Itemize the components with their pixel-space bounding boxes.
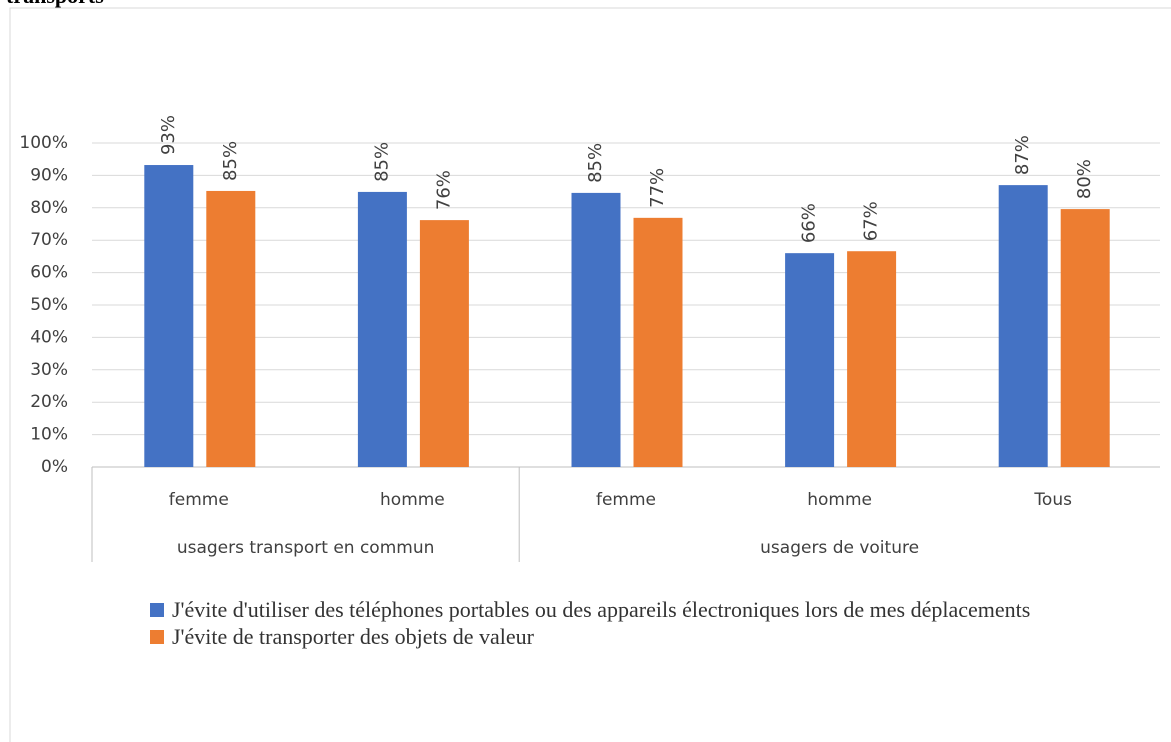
x-tick-label: homme <box>807 490 872 510</box>
legend-label: J'évite d'utiliser des téléphones portab… <box>172 597 1031 622</box>
bar <box>144 165 194 468</box>
legend: J'évite d'utiliser des téléphones portab… <box>150 596 1050 650</box>
y-tick-label: 10% <box>30 425 68 445</box>
chart-border <box>9 7 1171 742</box>
bar <box>633 217 683 467</box>
y-tick-label: 90% <box>30 165 68 185</box>
legend-swatch <box>150 630 164 644</box>
data-label: 87% <box>1012 135 1033 175</box>
y-tick-label: 30% <box>30 360 68 380</box>
y-tick-label: 80% <box>30 198 68 218</box>
data-label: 67% <box>861 201 882 241</box>
legend-swatch <box>150 603 164 617</box>
bar <box>998 185 1048 467</box>
bar <box>419 220 469 467</box>
bar <box>785 253 835 467</box>
bar <box>1060 209 1110 467</box>
data-label: 85% <box>220 141 241 181</box>
y-tick-label: 100% <box>19 133 68 153</box>
x-tick-label: femme <box>169 490 229 510</box>
x-tick-label: Tous <box>1033 490 1072 510</box>
legend-item: J'évite d'utiliser des téléphones portab… <box>150 596 1050 623</box>
bar <box>847 251 897 467</box>
data-label: 85% <box>371 142 392 182</box>
y-tick-label: 0% <box>41 457 68 477</box>
chart-title: transports <box>6 0 104 8</box>
bar <box>206 190 256 467</box>
x-tick-label: homme <box>380 490 445 510</box>
legend-item: J'évite de transporter des objets de val… <box>150 623 1050 650</box>
bar <box>571 192 621 467</box>
data-label: 85% <box>585 143 606 183</box>
group-label: usagers de voiture <box>760 538 919 558</box>
y-tick-label: 20% <box>30 392 68 412</box>
legend-label: J'évite de transporter des objets de val… <box>172 624 534 649</box>
data-label: 80% <box>1074 159 1095 199</box>
x-tick-label: femme <box>596 490 656 510</box>
data-label: 66% <box>799 203 820 243</box>
y-tick-label: 60% <box>30 263 68 283</box>
data-label: 77% <box>647 168 668 208</box>
data-label: 76% <box>433 170 454 210</box>
y-tick-label: 40% <box>30 327 68 347</box>
y-tick-label: 70% <box>30 230 68 250</box>
group-label: usagers transport en commun <box>177 538 435 558</box>
bar <box>357 191 407 467</box>
data-label: 93% <box>158 115 179 155</box>
y-tick-label: 50% <box>30 295 68 315</box>
